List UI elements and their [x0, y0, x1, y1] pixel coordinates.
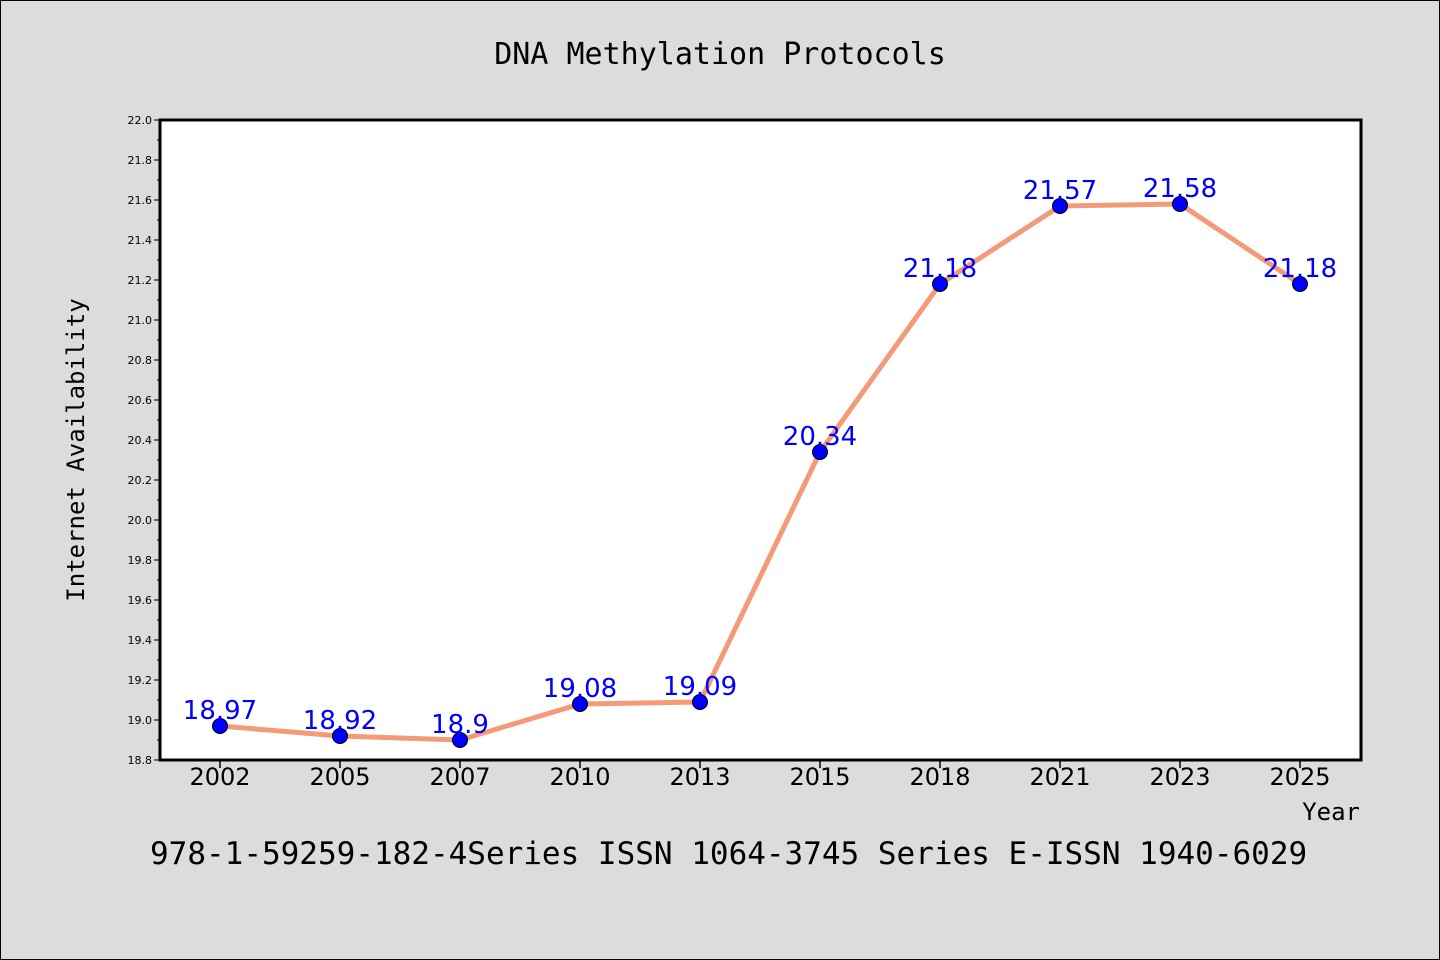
y-tick-label: 21.6 [128, 194, 153, 207]
data-label: 21.57 [1023, 176, 1097, 206]
data-label: 21.18 [1263, 254, 1337, 284]
y-tick-label: 21.8 [128, 154, 153, 167]
data-point [1292, 276, 1308, 292]
data-point [1052, 198, 1068, 214]
y-tick-label: 20.2 [128, 474, 153, 487]
data-point [452, 732, 468, 748]
y-tick-label: 21.0 [128, 314, 153, 327]
y-tick-label: 21.4 [128, 234, 153, 247]
x-tick-label: 2021 [1029, 763, 1090, 791]
plot-area [160, 120, 1361, 760]
data-label: 20.34 [783, 422, 857, 452]
series-line [217, 201, 1303, 743]
y-tick-label: 19.4 [128, 634, 153, 647]
x-tick-label: 2018 [909, 763, 970, 791]
footer-isbn-issn: 978-1-59259-182-4Series ISSN 1064-3745 S… [150, 836, 1307, 872]
data-point [572, 696, 588, 712]
x-tick-label: 2010 [549, 763, 610, 791]
plot-border [158, 118, 1363, 762]
y-tick-label: 20.0 [128, 514, 153, 527]
x-tick-label: 2002 [189, 763, 250, 791]
x-tick-label: 2013 [669, 763, 730, 791]
y-tick-label: 19.6 [128, 594, 153, 607]
x-tick-label: 2025 [1269, 763, 1330, 791]
data-point [212, 718, 228, 734]
data-label: 21.58 [1143, 174, 1217, 204]
x-tick-label: 2023 [1149, 763, 1210, 791]
data-label: 18.9 [431, 710, 489, 740]
y-tick-label: 20.4 [128, 434, 153, 447]
y-axis: 18.8 19.0 19.2 19.4 19.6 19.8 20.0 20.2 20.4 20.6… [128, 114, 160, 767]
data-point [692, 694, 708, 710]
x-tick-label: 2007 [429, 763, 490, 791]
chart-title: DNA Methylation Protocols [494, 37, 946, 72]
data-label: 18.92 [303, 706, 377, 736]
data-label: 21.18 [903, 254, 977, 284]
x-axis-label: Year [1302, 798, 1360, 826]
y-tick-label: 18.8 [128, 754, 153, 767]
y-tick-label: 19.0 [128, 714, 153, 727]
data-label: 19.08 [543, 674, 617, 704]
y-tick-label: 22.0 [128, 114, 153, 127]
x-axis: 2002 2005 2007 2010 2013 2015 2018 2021 2023 2025 [189, 760, 1331, 791]
y-tick-label: 19.2 [128, 674, 153, 687]
data-label: 19.09 [663, 672, 737, 702]
series-group [212, 196, 1308, 748]
y-tick-label: 21.2 [128, 274, 153, 287]
x-tick-label: 2015 [789, 763, 850, 791]
y-tick-label: 20.6 [128, 394, 153, 407]
x-tick-label: 2005 [309, 763, 370, 791]
data-point [812, 444, 828, 460]
y-axis-label: Internet Availability [62, 298, 90, 601]
y-tick-label: 20.8 [128, 354, 153, 367]
y-tick-label: 19.8 [128, 554, 153, 567]
data-labels-group: 18.97 18.92 18.9 19.08 19.09 20.34 21.18 21.57 2… [183, 174, 1337, 740]
data-point [932, 276, 948, 292]
data-point [1172, 196, 1188, 212]
data-point [332, 728, 348, 744]
data-label: 18.97 [183, 696, 257, 726]
